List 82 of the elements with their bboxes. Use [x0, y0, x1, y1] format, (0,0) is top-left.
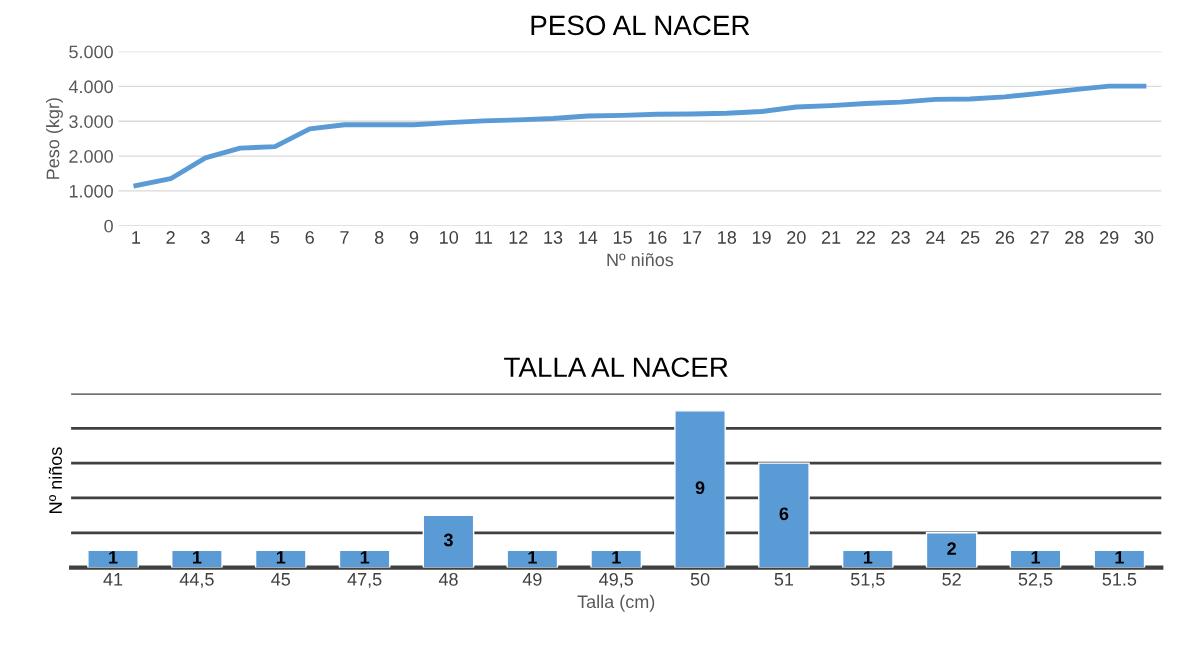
bar [1093, 549, 1146, 568]
x-tick-label: 18 [718, 231, 737, 244]
data-label: 1 [1031, 551, 1041, 564]
x-tick-label: 19 [752, 231, 771, 244]
y-tick-label: 2.000 [69, 150, 113, 163]
chart-title: TALLA AL NACER [504, 357, 728, 378]
x-tick-label: 51.5 [1102, 573, 1137, 586]
x-tick-label: 52 [942, 572, 961, 586]
x-tick-label: 2 [166, 231, 175, 244]
x-tick-label: 3 [201, 231, 210, 244]
x-tick-label: 22 [856, 231, 875, 244]
x-tick-label: 44,5 [179, 573, 214, 588]
x-tick-label: 15 [613, 231, 632, 244]
x-tick-label: 1 [132, 231, 141, 244]
bar [254, 549, 307, 568]
x-tick-label: 27 [1030, 231, 1049, 244]
x-tick-label: 10 [440, 231, 459, 244]
x-tick-label: 49 [522, 572, 542, 586]
y-tick-label: 1.000 [69, 184, 113, 198]
data-label: 3 [443, 533, 453, 547]
x-tick-label: 41 [103, 573, 123, 586]
bar [422, 514, 475, 568]
x-tick-label: 26 [995, 231, 1015, 244]
bar [506, 549, 559, 568]
bar [674, 410, 726, 568]
x-tick-label: 12 [509, 231, 528, 244]
x-tick-label: 47,5 [347, 573, 382, 588]
x-tick-label: 51 [774, 573, 794, 586]
x-tick-label: 50 [690, 572, 710, 586]
x-tick-label: 49,5 [599, 572, 634, 588]
y-tick-label: 4.000 [68, 80, 113, 94]
x-tick-label: 25 [960, 231, 980, 244]
y-tick-label: 5.000 [69, 45, 113, 59]
data-label: 1 [360, 551, 370, 564]
data-label: 1 [276, 551, 286, 564]
y-axis-title: Nº niños [48, 447, 62, 513]
x-tick-label: 52,5 [1018, 572, 1053, 588]
bar [87, 549, 139, 568]
x-tick-label: 11 [475, 231, 492, 244]
x-tick-label: 29 [1100, 231, 1119, 244]
x-tick-label: 9 [409, 231, 419, 244]
x-tick-label: 16 [648, 231, 667, 244]
x-tick-label: 24 [926, 231, 945, 244]
bar [758, 462, 810, 568]
chart-title: PESO AL NACER [531, 15, 750, 36]
x-tick-label: 4 [235, 231, 245, 244]
bar [841, 549, 894, 568]
x-tick-label: 28 [1065, 231, 1084, 244]
x-tick-label: 13 [544, 231, 563, 244]
x-axis-title: Nº niños [607, 253, 674, 267]
x-tick-label: 7 [340, 231, 349, 244]
y-tick-label: 0 [104, 219, 113, 233]
line-series [133, 83, 1147, 189]
data-label: 1 [109, 551, 118, 564]
data-label: 9 [695, 481, 705, 495]
x-tick-label: 14 [579, 231, 598, 244]
bar [338, 549, 391, 568]
data-label: 1 [193, 551, 202, 564]
x-tick-label: 45 [271, 573, 291, 586]
data-label: 1 [1115, 551, 1124, 564]
x-tick-label: 5 [270, 231, 280, 244]
data-label: 1 [863, 551, 873, 564]
y-tick-label: 3.000 [69, 115, 113, 128]
x-tick-label: 21 [821, 231, 841, 244]
x-tick-label: 20 [787, 231, 806, 244]
x-tick-label: 30 [1134, 231, 1154, 244]
x-tick-label: 51,5 [850, 573, 885, 588]
data-label: 1 [612, 551, 621, 564]
x-tick-label: 6 [305, 231, 314, 244]
x-tick-label: 48 [438, 572, 458, 586]
data-label: 1 [528, 551, 537, 564]
bar [925, 532, 978, 568]
bar [171, 549, 223, 568]
x-tick-label: 17 [683, 231, 702, 244]
x-tick-label: 23 [891, 231, 910, 244]
x-axis-title: Talla (cm) [577, 594, 655, 612]
data-label: 2 [947, 542, 956, 555]
bar [590, 549, 643, 568]
bar [1009, 549, 1062, 568]
y-axis-title: Peso (kgr) [46, 98, 63, 179]
data-label: 6 [779, 507, 789, 521]
x-tick-label: 8 [374, 231, 384, 244]
